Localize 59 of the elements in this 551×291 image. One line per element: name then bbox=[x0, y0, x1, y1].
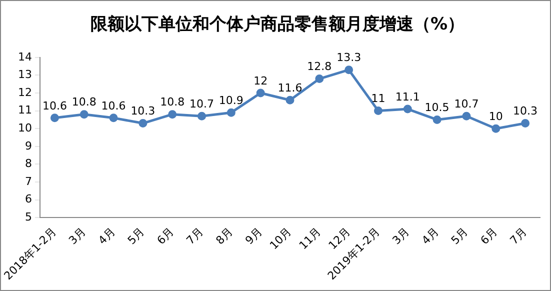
point bbox=[403, 104, 412, 114]
y-tick-label: 8 bbox=[24, 157, 32, 170]
data-label: 10.6 bbox=[101, 99, 126, 112]
data-label: 10.7 bbox=[454, 98, 479, 111]
y-tick-label: 13 bbox=[18, 68, 32, 82]
x-tick-label: 5月 bbox=[125, 225, 148, 248]
data-label: 10.7 bbox=[190, 98, 214, 111]
y-tick-label: 10 bbox=[18, 121, 32, 134]
point bbox=[256, 88, 265, 98]
point bbox=[50, 114, 59, 122]
data-label: 11.6 bbox=[278, 81, 302, 94]
y-tick-label: 9 bbox=[24, 139, 32, 152]
point bbox=[198, 112, 206, 120]
data-label: 10.3 bbox=[513, 104, 538, 118]
point bbox=[521, 119, 530, 128]
y-tick-label: 12 bbox=[18, 86, 32, 99]
y-tick-label: 7 bbox=[24, 174, 32, 188]
point bbox=[462, 112, 471, 120]
data-label: 10.6 bbox=[42, 99, 67, 112]
x-tick-label: 6月 bbox=[154, 225, 176, 248]
data-label: 11.1 bbox=[395, 90, 420, 104]
y-tick-label: 11 bbox=[18, 104, 32, 117]
data-label: 10.8 bbox=[72, 96, 96, 109]
x-tick-label: 5月 bbox=[448, 225, 471, 248]
x-tick-label: 3月 bbox=[66, 225, 88, 248]
y-tick-label: 5 bbox=[24, 210, 32, 224]
data-label: 12.8 bbox=[307, 60, 332, 74]
data-label: 13.3 bbox=[336, 51, 362, 64]
point bbox=[344, 66, 354, 74]
x-tick-label: 8月 bbox=[213, 225, 236, 248]
x-tick-label: 11月 bbox=[296, 225, 324, 252]
point bbox=[374, 106, 382, 116]
point bbox=[138, 119, 148, 128]
x-tick-label: 9月 bbox=[242, 225, 265, 248]
point bbox=[315, 74, 324, 84]
data-label: 12 bbox=[254, 74, 268, 88]
x-tick-label: 7月 bbox=[184, 225, 206, 248]
x-tick-label: 4月 bbox=[419, 225, 442, 248]
x-tick-label: 3月 bbox=[390, 225, 412, 248]
point bbox=[432, 115, 442, 124]
point bbox=[168, 110, 177, 119]
x-tick-label: 10月 bbox=[267, 225, 294, 252]
x-tick-label: 7月 bbox=[508, 225, 530, 248]
chart-title: 限额以下单位和个体户商品零售额月度增速（%） bbox=[90, 14, 465, 35]
data-label: 10.8 bbox=[160, 96, 185, 109]
data-label: 11 bbox=[371, 92, 386, 106]
x-tick-label: 4月 bbox=[96, 225, 118, 248]
data-label: 10.9 bbox=[218, 94, 244, 107]
point bbox=[286, 96, 294, 104]
point bbox=[80, 110, 88, 119]
y-tick-label: 14 bbox=[18, 50, 32, 64]
point bbox=[492, 124, 500, 133]
point bbox=[226, 108, 236, 117]
data-label: 10 bbox=[488, 110, 503, 123]
point bbox=[109, 114, 118, 122]
y-tick-label: 6 bbox=[24, 192, 32, 206]
data-label: 10.5 bbox=[424, 101, 450, 114]
x-tick-label: 6月 bbox=[478, 225, 500, 248]
data-label: 10.3 bbox=[130, 104, 156, 118]
